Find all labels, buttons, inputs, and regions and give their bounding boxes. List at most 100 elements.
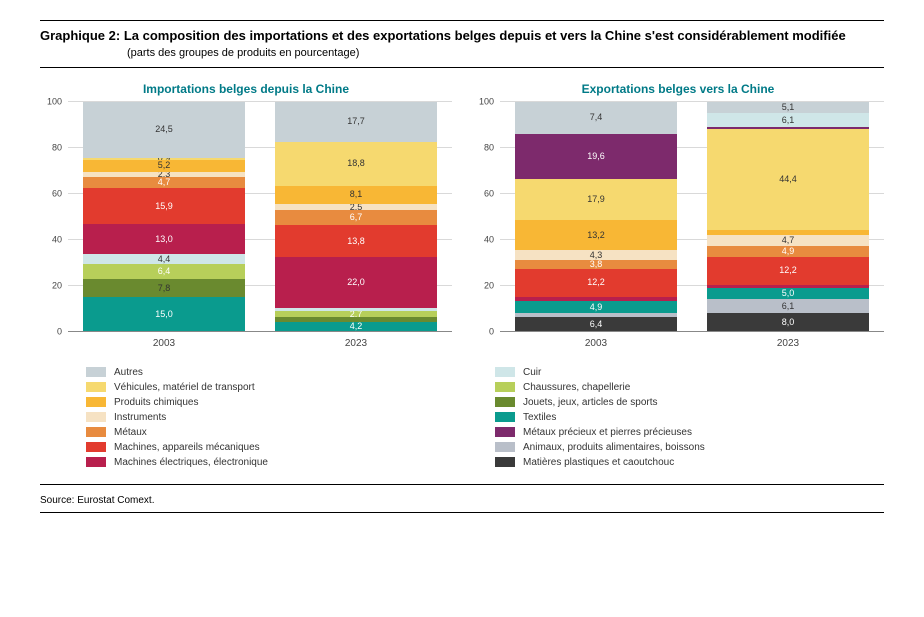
- legend-label: Instruments: [114, 412, 166, 423]
- x-labels-imports: 2003 2023: [68, 338, 452, 349]
- bars-row-exports: 6,4 4,9 12,2 3,84,313,217,919,67,4 8,06,15,0…: [500, 102, 884, 332]
- y-tick-label: 100: [47, 97, 62, 106]
- bar-segment: 8,1: [275, 186, 436, 205]
- stacked-bar: 6,44,912,23,84,313,217,919,67,4: [515, 102, 676, 332]
- bar-segment: 15,9: [83, 188, 244, 225]
- legend-label: Métaux précieux et pierres précieuses: [523, 427, 692, 438]
- legend-label: Métaux: [114, 427, 147, 438]
- x-labels-exports: 20032023: [500, 338, 884, 349]
- y-tick-label: 80: [52, 143, 62, 152]
- legend-swatch: [495, 382, 515, 392]
- rule-under-title: [40, 67, 884, 68]
- legend-item: Machines électriques, électronique: [86, 457, 475, 468]
- charts-container: Importations belges depuis la Chine 0204…: [40, 82, 884, 349]
- bar-segment: 7,4: [515, 102, 676, 134]
- legend-label: Chaussures, chapellerie: [523, 382, 630, 393]
- title-prefix: Graphique 2:: [40, 28, 120, 43]
- legend-item: Métaux précieux et pierres précieuses: [495, 427, 884, 438]
- legend-item: Matières plastiques et caoutchouc: [495, 457, 884, 468]
- y-tick-label: 60: [52, 189, 62, 198]
- y-axis: 020406080100: [40, 102, 68, 332]
- bar-segment: 8,0: [707, 313, 868, 331]
- y-tick-label: 40: [52, 235, 62, 244]
- bar-segment: 13,0: [83, 224, 244, 254]
- legend-swatch: [86, 427, 106, 437]
- legend-swatch: [86, 397, 106, 407]
- legend-item: Produits chimiques: [86, 397, 475, 408]
- legend-swatch: [495, 427, 515, 437]
- bar-segment: 24,5: [83, 102, 244, 158]
- bar-segment: 44,4: [707, 129, 868, 230]
- bar-segment: 5,2: [83, 160, 244, 172]
- bar-segment: 13,8: [275, 225, 436, 257]
- legend-item: Métaux: [86, 427, 475, 438]
- bar-segment: 4,4: [83, 254, 244, 264]
- y-tick-label: 60: [484, 189, 494, 198]
- legend-item: Jouets, jeux, articles de sports: [495, 397, 884, 408]
- legend-label: Matières plastiques et caoutchouc: [523, 457, 674, 468]
- legend-swatch: [86, 412, 106, 422]
- legend-container: AutresVéhicules, matériel de transportPr…: [86, 367, 884, 472]
- plot-area-imports: 020406080100 15,07,86,44,413,015,94,72,3…: [68, 102, 452, 332]
- bar-segment: 19,6: [515, 134, 676, 179]
- legend-swatch: [495, 457, 515, 467]
- legend-item: Cuir: [495, 367, 884, 378]
- y-axis: 020406080100: [472, 102, 500, 332]
- legend-label: Machines électriques, électronique: [114, 457, 268, 468]
- bar-segment: 6,4: [83, 264, 244, 279]
- bar-segment: 17,7: [275, 102, 436, 143]
- plot-area-exports: 020406080100 6,44,912,23,84,313,217,919,…: [500, 102, 884, 332]
- bar-segment: 4,9: [515, 301, 676, 312]
- bar-segment: 6,1: [707, 299, 868, 313]
- x-baseline: [68, 331, 452, 332]
- legend-label: Produits chimiques: [114, 397, 198, 408]
- legend-swatch: [86, 382, 106, 392]
- bar-segment: 4,7: [83, 177, 244, 188]
- bar-segment: 6,4: [515, 317, 676, 332]
- legend-swatch: [495, 412, 515, 422]
- legend-item: Autres: [86, 367, 475, 378]
- chart-subtitle: (parts des groupes de produits en pource…: [40, 47, 884, 59]
- chart-panel-exports: Exportations belges vers la Chine 020406…: [472, 82, 884, 349]
- x-baseline: [500, 331, 884, 332]
- legend-item: Chaussures, chapellerie: [495, 382, 884, 393]
- bar-segment: 12,2: [707, 257, 868, 285]
- bar-segment: 22,0: [275, 257, 436, 308]
- bar-segment: 15,0: [83, 297, 244, 331]
- legend-swatch: [86, 457, 106, 467]
- chart-panel-imports: Importations belges depuis la Chine 0204…: [40, 82, 452, 349]
- source-text: Source: Eurostat Comext.: [40, 495, 884, 506]
- y-tick-label: 0: [489, 327, 494, 336]
- bar-segment: 4,7: [707, 235, 868, 246]
- chart-title: Graphique 2: La composition des importat…: [40, 27, 884, 45]
- rule-bottom: [40, 512, 884, 513]
- bar-segment: 4,3: [515, 250, 676, 260]
- bar-segment: 17,9: [515, 179, 676, 220]
- legend-swatch: [495, 397, 515, 407]
- y-tick-label: 80: [484, 143, 494, 152]
- bars-row-imports: 15,07,86,44,413,015,94,72,35,20,924,54,2…: [68, 102, 452, 332]
- panel-title-exports: Exportations belges vers la Chine: [472, 82, 884, 96]
- legend-label: Machines, appareils mécaniques: [114, 442, 260, 453]
- legend-swatch: [495, 367, 515, 377]
- bar-segment: 7,8: [83, 279, 244, 297]
- legend-col-right: Cuir Chaussures, chapellerie Jouets, jeux,…: [495, 367, 884, 472]
- legend-label: Autres: [114, 367, 143, 378]
- bar-segment: 5,0: [707, 288, 868, 299]
- bar-segment: 6,7: [275, 210, 436, 225]
- legend-label: Cuir: [523, 367, 541, 378]
- legend-swatch: [86, 367, 106, 377]
- rule-top: [40, 20, 884, 21]
- rule-above-source: [40, 484, 884, 485]
- legend-col-left: AutresVéhicules, matériel de transportPr…: [86, 367, 475, 472]
- stacked-bar: 8,06,15,012,24,94,744,46,15,1: [707, 102, 868, 332]
- x-axis-label: 2003: [83, 338, 244, 349]
- legend-item: Textiles: [495, 412, 884, 423]
- bar-segment: 13,2: [515, 220, 676, 250]
- y-tick-label: 100: [479, 97, 494, 106]
- title-text: La composition des importations et des e…: [124, 28, 846, 43]
- bar-segment: 3,8: [515, 260, 676, 269]
- x-axis-label: 2023: [275, 338, 436, 349]
- y-tick-label: 0: [57, 327, 62, 336]
- legend-item: Machines, appareils mécaniques: [86, 442, 475, 453]
